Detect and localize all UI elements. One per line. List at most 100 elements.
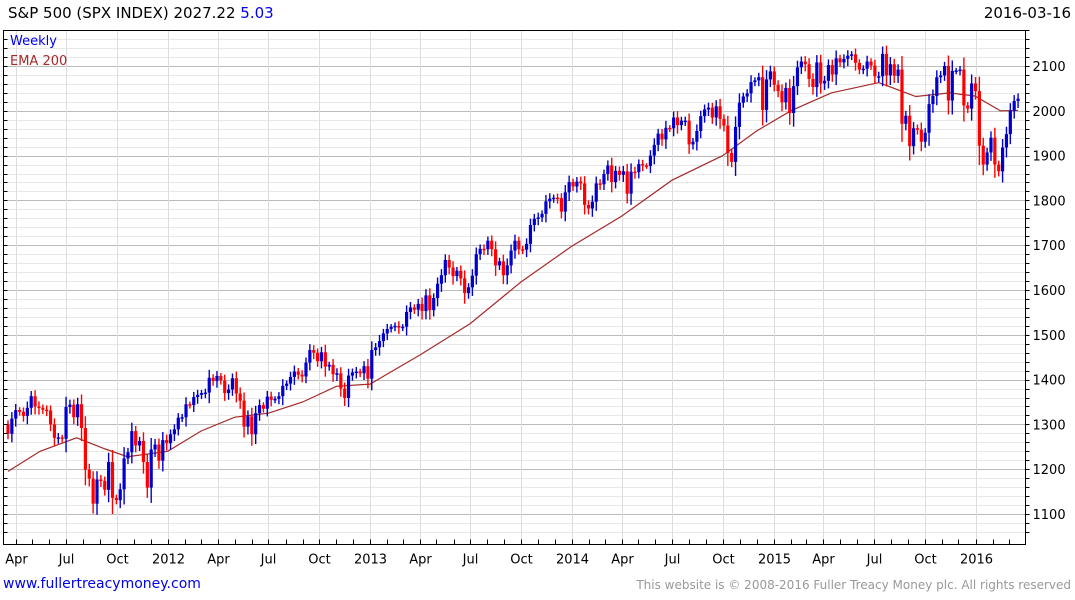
candle-body [122, 458, 126, 490]
candle [613, 166, 618, 189]
candle-body [497, 261, 502, 266]
candle-body [861, 68, 865, 71]
candle [737, 93, 742, 140]
x-tick-label: Oct [308, 553, 330, 568]
candle [741, 92, 745, 108]
candle [563, 185, 567, 222]
candle [199, 389, 204, 399]
candle [370, 341, 374, 391]
candle-body [869, 61, 873, 66]
candle [857, 59, 861, 75]
candle [753, 77, 757, 87]
candle [935, 70, 939, 106]
candle [722, 114, 726, 132]
candle [761, 65, 765, 126]
candle-body [559, 198, 564, 212]
candle [973, 77, 978, 100]
candle-body [168, 434, 173, 444]
candle [257, 399, 262, 421]
candle [83, 416, 87, 486]
candle-body [292, 371, 296, 377]
candle-body [795, 67, 800, 87]
candle-body [753, 80, 757, 83]
candle-body [517, 240, 521, 250]
candle [401, 324, 405, 332]
candle [110, 449, 115, 514]
y-tick-label: 1500 [1033, 329, 1066, 344]
candle [463, 270, 467, 304]
y-tick-label: 2100 [1033, 60, 1066, 75]
candle-body [339, 373, 343, 389]
candle [354, 367, 358, 379]
candle-body [652, 144, 656, 156]
candle-body [699, 116, 703, 131]
candle [281, 379, 285, 406]
candle [358, 368, 362, 378]
candle-body [45, 409, 49, 412]
x-tick-label: Apr [409, 553, 432, 568]
candle-body [1000, 147, 1005, 172]
candle [757, 72, 761, 87]
candle-body [521, 249, 525, 251]
candle [950, 60, 954, 115]
candle [393, 322, 397, 332]
candle-body [853, 54, 858, 63]
candle-body [970, 83, 974, 109]
x-tick-label: 2012 [152, 553, 185, 568]
candle-body [137, 440, 142, 446]
candle [958, 65, 962, 76]
candle-body [784, 87, 788, 103]
candle [768, 65, 772, 88]
candle-body [881, 53, 885, 77]
candle-body [1016, 98, 1020, 101]
candle [799, 56, 803, 74]
candle-body [250, 416, 254, 435]
candle [397, 321, 401, 334]
candle-body [761, 77, 765, 110]
candle-body [641, 164, 645, 166]
candle [594, 176, 598, 211]
axes: 1100 1200 1300 1400 1500 1600 1700 1800 1900 2000… [3, 30, 1066, 568]
candle [412, 304, 416, 314]
candle [517, 236, 521, 255]
candle [815, 55, 819, 97]
candle-body [114, 497, 118, 501]
candle [811, 73, 815, 95]
candle-body [625, 171, 629, 194]
candle-body [788, 87, 792, 114]
candle-body [474, 254, 478, 276]
candle [884, 45, 889, 87]
candle-body [238, 393, 242, 401]
candle [644, 163, 649, 169]
y-tick-label: 1400 [1033, 374, 1066, 389]
candle-body [826, 65, 831, 81]
candle [513, 234, 517, 259]
candle-body [242, 400, 246, 427]
candle-body [532, 218, 536, 226]
candle-body [494, 249, 498, 266]
candle-body [1004, 134, 1009, 148]
x-tick-label: 2013 [354, 553, 387, 568]
candle-body [153, 444, 157, 450]
candle-body [714, 106, 718, 118]
candle [575, 177, 579, 193]
candle [64, 396, 68, 453]
candle-body [548, 198, 552, 202]
candle-body [443, 259, 447, 276]
candle [21, 407, 26, 422]
candle [749, 75, 753, 103]
candle [288, 371, 293, 391]
candle [962, 57, 966, 122]
candle-body [962, 69, 966, 106]
candle-body [579, 181, 583, 184]
x-tick-label: Jul [58, 553, 75, 568]
candle [428, 288, 432, 320]
candle [385, 324, 389, 341]
candle [780, 84, 784, 112]
site-link[interactable]: www.fullertreacymoney.com [3, 576, 201, 592]
candle [339, 367, 343, 397]
x-tick-label: Apr [5, 553, 28, 568]
candle [238, 387, 242, 409]
candle [509, 244, 513, 274]
candle-body [18, 410, 22, 412]
